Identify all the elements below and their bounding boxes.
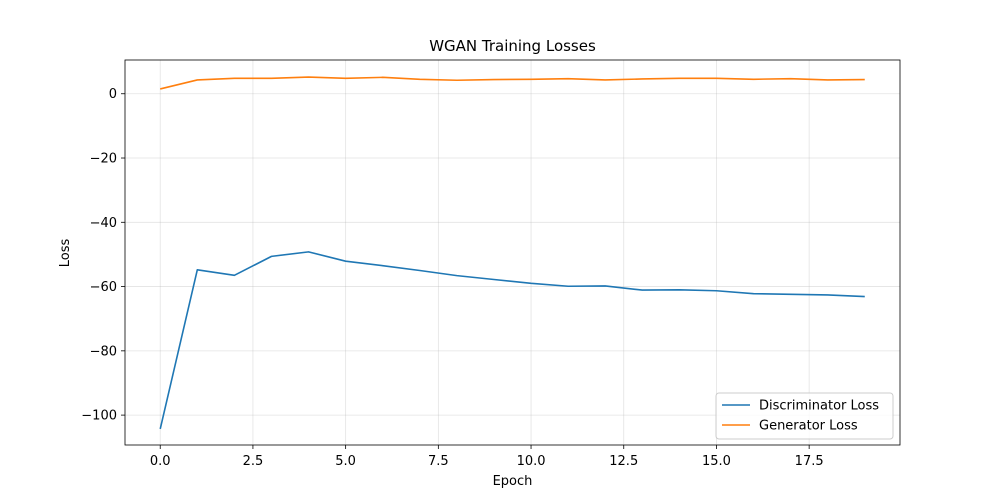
y-axis-label: Loss — [58, 239, 73, 268]
x-tick-label: 5.0 — [335, 454, 356, 469]
x-tick-label: 15.0 — [702, 454, 731, 469]
generator-loss-line — [160, 76, 865, 90]
legend-box — [715, 392, 894, 440]
x-tick-label: 10.0 — [517, 454, 546, 469]
x-tick-label: 0.0 — [150, 454, 171, 469]
x-tick-label: 12.5 — [609, 454, 638, 469]
y-tick-label: −60 — [90, 280, 117, 295]
x-tick-label: 2.5 — [243, 454, 264, 469]
plot-series — [159, 76, 865, 430]
plot-frame — [124, 59, 901, 446]
y-tick-label: −80 — [90, 344, 117, 359]
generator-loss-legend-label: Generator Loss — [759, 419, 858, 434]
y-tick-label: −100 — [81, 409, 117, 424]
legend: Discriminator Loss Generator Loss — [715, 392, 894, 440]
discriminator-loss-line — [159, 251, 865, 430]
x-tick-label: 7.5 — [428, 454, 449, 469]
y-tick-label: 0 — [109, 87, 117, 102]
x-axis-label: Epoch — [493, 474, 533, 489]
axis-ticks: 0.0 2.5 5.0 7.5 10.0 12.5 15.0 17.5 0 −20 −40 −60 −8… — [81, 87, 823, 469]
x-tick-label: 17.5 — [795, 454, 824, 469]
y-tick-label: −20 — [90, 152, 117, 167]
grid — [125, 60, 900, 445]
chart-title: WGAN Training Losses — [429, 37, 596, 55]
y-tick-label: −40 — [90, 216, 117, 231]
discriminator-loss-legend-label: Discriminator Loss — [759, 399, 879, 414]
